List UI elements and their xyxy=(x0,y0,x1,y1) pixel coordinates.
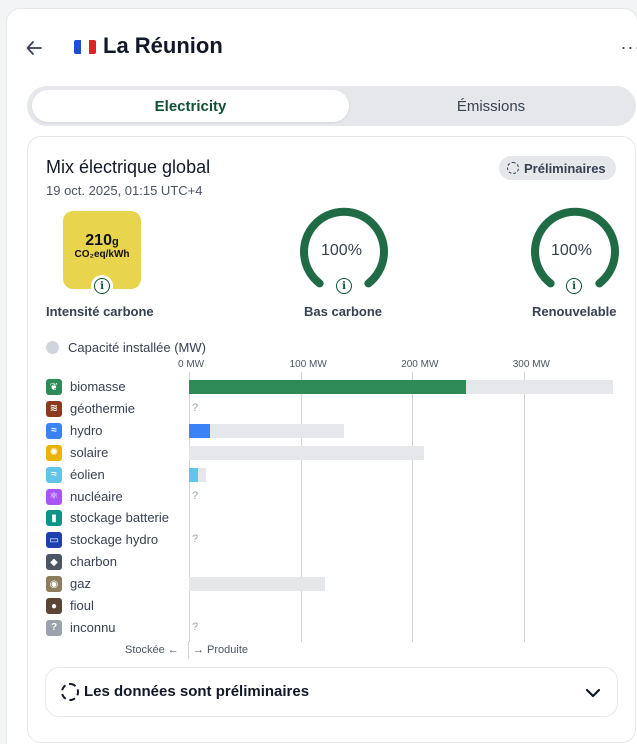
dashed-circle-icon xyxy=(507,162,519,174)
card-title: Mix électrique global xyxy=(46,157,211,177)
chart-row[interactable]: ≈ hydro xyxy=(46,421,636,441)
category-label: stockage hydro xyxy=(70,532,159,548)
category-label: charbon xyxy=(70,554,117,570)
unknown-value-mark: ? xyxy=(192,533,199,546)
flow-produced-label: → Produite xyxy=(193,644,249,656)
gas-icon: ◉ xyxy=(46,576,62,593)
category-label: nucléaire xyxy=(70,488,123,504)
category-label: stockage batterie xyxy=(70,510,170,526)
tab-electricity[interactable]: Electricity xyxy=(32,90,349,122)
installed-capacity-toggle[interactable]: Capacité installée (MW) xyxy=(46,340,206,355)
installed-capacity-label: Capacité installée (MW) xyxy=(68,340,206,355)
hydro-storage-icon: ▭ xyxy=(46,532,62,549)
battery-icon: ▮ xyxy=(46,510,62,527)
atom-icon: ⚛ xyxy=(46,488,62,505)
chart-row[interactable]: ◆ charbon xyxy=(46,552,636,572)
category-label: hydro xyxy=(70,422,103,438)
production-bar xyxy=(189,423,211,438)
preliminary-data-accordion[interactable]: Les données sont préliminaires xyxy=(45,667,618,717)
low-carbon-value: 100% xyxy=(321,242,362,259)
back-button[interactable] xyxy=(21,35,47,61)
zone-title: La Réunion xyxy=(103,33,223,58)
low-carbon-label: Bas carbone xyxy=(304,304,383,319)
carbon-intensity-info-button[interactable]: i xyxy=(91,275,113,297)
renewable-label: Renouvelable xyxy=(532,304,617,319)
capacity-bar xyxy=(189,423,345,438)
flow-divider xyxy=(188,641,189,659)
chart-row[interactable]: ? inconnu? xyxy=(46,618,636,638)
grid-line xyxy=(523,372,525,642)
category-label: solaire xyxy=(70,444,109,460)
chart-row[interactable]: ▭ stockage hydro? xyxy=(46,530,636,550)
coal-icon: ◆ xyxy=(46,554,62,571)
renewable-gauge xyxy=(531,207,619,288)
low-carbon-info-button[interactable]: i xyxy=(333,275,355,297)
preliminary-badge-label: Préliminaires xyxy=(524,160,606,176)
dashed-circle-icon xyxy=(61,683,79,701)
category-label: gaz xyxy=(70,576,91,592)
carbon-intensity-value: 210g xyxy=(85,232,119,249)
accordion-label: Les données sont préliminaires xyxy=(84,683,310,700)
grid-line xyxy=(412,372,414,642)
chart-row[interactable]: ▮ stockage batterie xyxy=(46,508,636,528)
water-waves-icon: ≈ xyxy=(46,422,62,439)
chart-row[interactable]: ≋ géothermie? xyxy=(46,399,636,419)
carbon-intensity-label: Intensité carbone xyxy=(46,304,154,319)
info-icon: i xyxy=(566,278,582,294)
unknown-value-mark: ? xyxy=(192,620,199,633)
tab-emissions[interactable]: Émissions xyxy=(456,97,526,115)
info-icon: i xyxy=(94,278,110,294)
category-label: géothermie xyxy=(70,400,136,416)
axis-tick-label: 300 MW xyxy=(512,359,550,370)
oil-drop-icon: ● xyxy=(46,598,62,614)
leaf-icon: ❦ xyxy=(46,379,62,395)
flow-stored-label: Stockée ← xyxy=(125,644,179,656)
more-horizontal-icon: ··· xyxy=(620,36,637,57)
renewable-info-button[interactable]: i xyxy=(563,275,585,297)
capacity-bar xyxy=(189,445,425,460)
capacity-bar xyxy=(189,577,326,592)
grid-line xyxy=(300,372,302,642)
chart-row[interactable]: ⚛ nucléaire? xyxy=(46,487,636,507)
chevron-down-icon xyxy=(585,688,601,698)
category-label: inconnu xyxy=(70,619,116,635)
question-icon: ? xyxy=(46,619,62,636)
chart-row[interactable]: ✺ solaire xyxy=(46,443,636,463)
tab-bar: Electricity Émissions xyxy=(27,86,636,126)
axis-tick-label: 0 MW xyxy=(178,359,205,370)
wind-icon: ≈ xyxy=(46,466,62,483)
zone-details-panel: La Réunion ··· Electricity Émissions Mix… xyxy=(6,8,637,744)
preliminary-badge[interactable]: Préliminaires xyxy=(499,156,616,180)
unknown-value-mark: ? xyxy=(192,489,199,502)
carbon-intensity-unit: CO₂eq/kWh xyxy=(74,249,130,260)
toggle-indicator xyxy=(46,341,59,354)
more-options-button[interactable]: ··· xyxy=(621,35,637,59)
info-icon: i xyxy=(336,278,352,294)
geothermal-icon: ≋ xyxy=(46,400,62,417)
axis-tick-label: 100 MW xyxy=(289,359,327,370)
card-datetime: 19 oct. 2025, 01:15 UTC+4 xyxy=(46,183,203,198)
axis-tick-label: 200 MW xyxy=(401,359,439,370)
category-label: éolien xyxy=(70,466,105,482)
chart-row[interactable]: ≈ éolien xyxy=(46,465,636,485)
low-carbon-gauge xyxy=(300,207,388,288)
chart-row[interactable]: ● fioul xyxy=(46,596,636,616)
renewable-value: 100% xyxy=(551,242,592,259)
grid-line xyxy=(189,372,190,642)
arrow-left-icon xyxy=(26,41,42,55)
category-label: fioul xyxy=(70,598,94,613)
electricity-mix-card: Mix électrique global 19 oct. 2025, 01:1… xyxy=(27,136,636,743)
flag-france-icon xyxy=(74,40,96,54)
category-label: biomasse xyxy=(70,379,126,394)
sun-icon: ✺ xyxy=(46,444,62,461)
chart-row[interactable]: ◉ gaz xyxy=(46,574,636,594)
production-bar xyxy=(189,467,198,482)
chart-row[interactable]: ❦ biomasse xyxy=(46,377,636,397)
unknown-value-mark: ? xyxy=(192,401,199,414)
production-bar xyxy=(189,380,466,394)
